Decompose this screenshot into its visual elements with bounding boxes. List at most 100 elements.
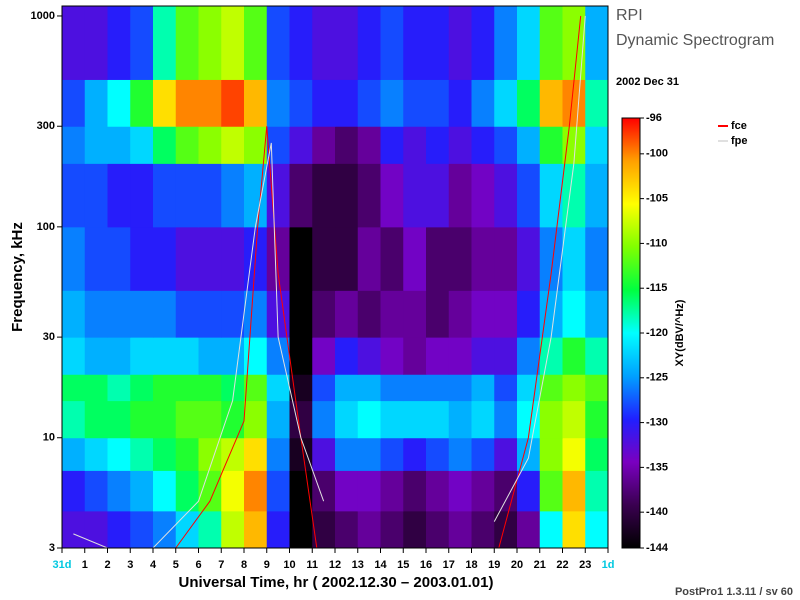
- heat-cell: [403, 163, 427, 228]
- heat-cell: [107, 510, 131, 549]
- heat-cell: [130, 337, 154, 375]
- heat-cell: [221, 79, 245, 127]
- heat-cell: [221, 126, 245, 164]
- heat-cell: [289, 400, 313, 439]
- heat-cell: [221, 226, 245, 291]
- colorbar-tick-label: -144: [646, 542, 669, 554]
- heat-cell: [175, 290, 199, 338]
- heat-cell: [585, 337, 609, 375]
- heat-cell: [266, 374, 290, 402]
- heat-cell: [62, 470, 86, 512]
- heat-cell: [562, 374, 586, 402]
- heat-cell: [471, 437, 495, 471]
- heat-cell: [62, 6, 86, 80]
- heat-cell: [107, 79, 131, 127]
- heat-cell: [471, 374, 495, 402]
- heat-cell: [539, 400, 563, 439]
- heat-cell: [335, 400, 359, 439]
- heat-cell: [175, 400, 199, 439]
- heat-cell: [448, 510, 472, 549]
- heat-cell: [244, 6, 268, 80]
- x-tick-label: 13: [352, 559, 364, 571]
- heat-cell: [62, 79, 86, 127]
- heat-cell: [494, 126, 518, 164]
- y-tick-label: 10: [43, 432, 55, 444]
- heat-cell: [289, 6, 313, 80]
- heat-cell: [312, 126, 336, 164]
- legend-label: fce: [731, 120, 747, 132]
- heat-cell: [198, 470, 222, 512]
- heat-cell: [312, 163, 336, 228]
- heat-cell: [289, 79, 313, 127]
- title: RPI: [616, 7, 643, 24]
- heat-cell: [153, 6, 177, 80]
- heat-cell: [84, 126, 108, 164]
- heat-cell: [426, 163, 450, 228]
- heat-cell: [562, 337, 586, 375]
- heat-cell: [107, 126, 131, 164]
- heat-cell: [357, 437, 381, 471]
- heat-cell: [130, 400, 154, 439]
- heat-cell: [107, 400, 131, 439]
- heat-cell: [312, 437, 336, 471]
- heat-cell: [539, 226, 563, 291]
- line-fce: [498, 15, 582, 549]
- heat-cell: [494, 374, 518, 402]
- heat-cell: [357, 337, 381, 375]
- heat-cell: [198, 374, 222, 402]
- x-tick-label: 12: [329, 559, 341, 571]
- heat-cell: [107, 470, 131, 512]
- heat-cell: [380, 337, 404, 375]
- x-tick-label: 20: [511, 559, 523, 571]
- heat-cell: [107, 437, 131, 471]
- heat-cell: [62, 510, 86, 549]
- subtitle: Dynamic Spectrogram: [616, 32, 774, 49]
- heat-cell: [153, 226, 177, 291]
- heat-cell: [62, 400, 86, 439]
- legend-label: fpe: [731, 135, 748, 147]
- heat-cell: [357, 400, 381, 439]
- colorbar: [621, 117, 641, 549]
- heat-cell: [62, 163, 86, 228]
- heat-cell: [585, 400, 609, 439]
- colorbar-tick-label: -96: [646, 112, 662, 124]
- heat-cell: [221, 6, 245, 80]
- heat-cell: [289, 470, 313, 512]
- heat-cell: [448, 374, 472, 402]
- heat-cell: [585, 163, 609, 228]
- heat-cell: [266, 290, 290, 338]
- heat-cell: [289, 290, 313, 338]
- heat-cell: [448, 470, 472, 512]
- heat-cell: [335, 79, 359, 127]
- heat-cell: [539, 437, 563, 471]
- heat-cell: [130, 290, 154, 338]
- heat-cell: [471, 226, 495, 291]
- heat-cell: [266, 337, 290, 375]
- x-tick-label: 14: [374, 559, 387, 571]
- heat-cell: [494, 6, 518, 80]
- heat-cell: [289, 163, 313, 228]
- heat-cell: [471, 400, 495, 439]
- heat-cell: [335, 6, 359, 80]
- heat-cell: [494, 510, 518, 549]
- heat-cell: [221, 374, 245, 402]
- heat-cell: [130, 226, 154, 291]
- heat-cell: [585, 374, 609, 402]
- heat-cell: [198, 290, 222, 338]
- heat-cell: [221, 470, 245, 512]
- heat-cell: [357, 290, 381, 338]
- heat-cell: [175, 6, 199, 80]
- heat-cell: [403, 226, 427, 291]
- heat-cell: [84, 226, 108, 291]
- heat-cell: [403, 79, 427, 127]
- y-tick-label: 300: [37, 120, 55, 132]
- heat-cell: [380, 470, 404, 512]
- heat-cell: [448, 6, 472, 80]
- heat-cell: [380, 510, 404, 549]
- heat-cell: [266, 400, 290, 439]
- heat-cell: [403, 437, 427, 471]
- heat-cell: [107, 337, 131, 375]
- heat-cell: [244, 470, 268, 512]
- heat-cell: [153, 400, 177, 439]
